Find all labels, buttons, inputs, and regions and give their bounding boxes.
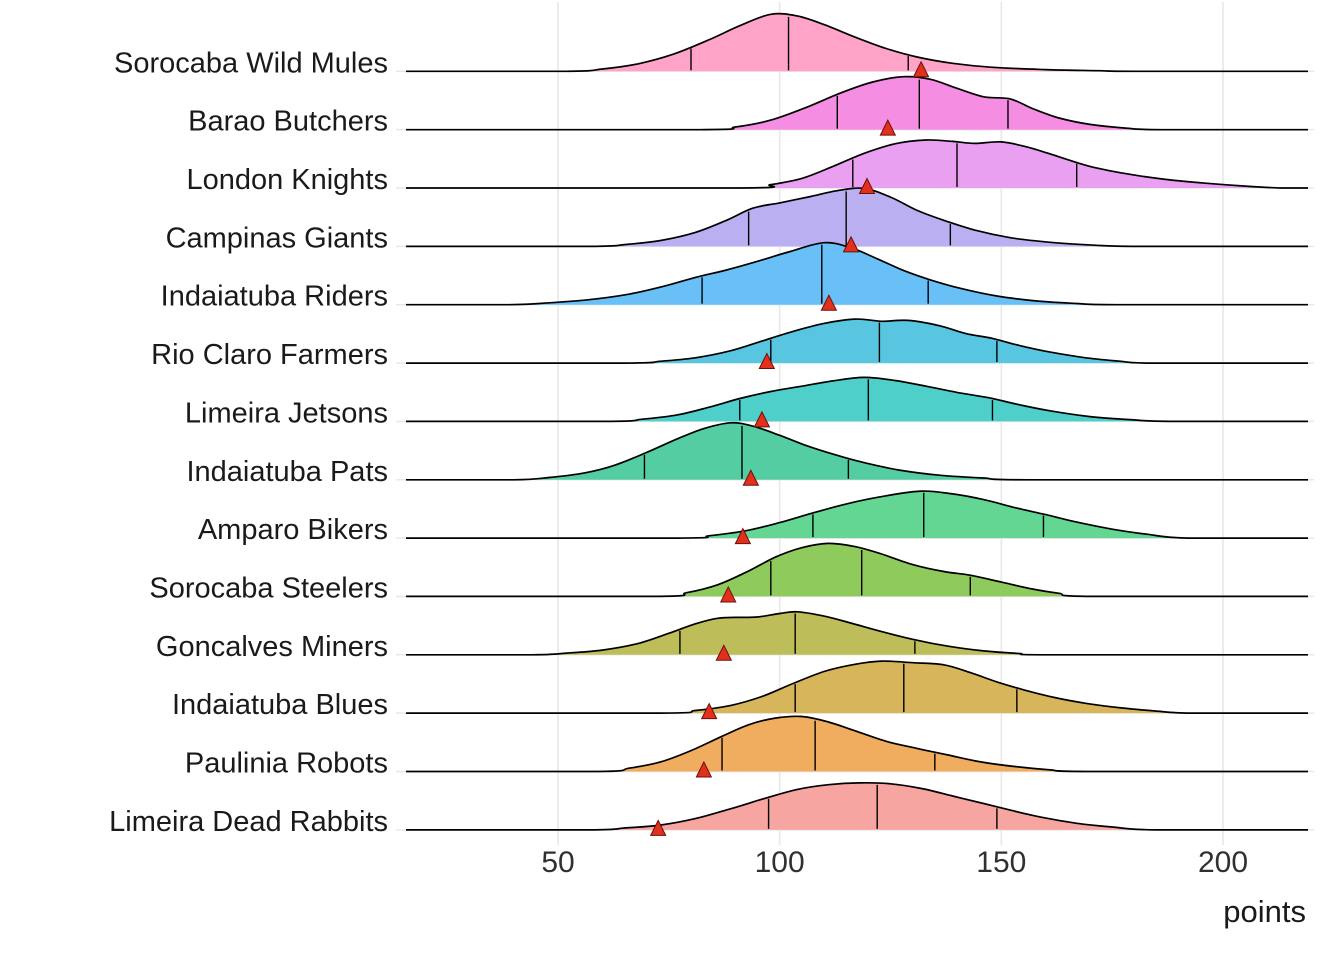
mean-triangle-marker: [879, 119, 897, 136]
density-curve-limeira-jetsons: [406, 376, 1308, 423]
mean-triangle-marker: [715, 644, 733, 661]
x-tick-label: 50: [541, 846, 574, 879]
density-curve-limeira-dead-rabbits: [405, 781, 1308, 831]
density-curve-paulinia-robots: [405, 715, 1308, 773]
mean-triangle-marker: [742, 469, 760, 486]
density-curve-amparo-bikers: [405, 490, 1308, 539]
density-curve-campinas-giants: [405, 187, 1308, 248]
team-label: Goncalves Miners: [156, 631, 388, 663]
mean-triangle-marker: [820, 294, 838, 311]
team-label: Campinas Giants: [166, 222, 388, 254]
density-curve-london-knights: [406, 139, 1308, 189]
mean-triangle-marker: [695, 760, 713, 778]
team-label: Sorocaba Wild Mules: [114, 47, 388, 79]
team-label: Indaiatuba Pats: [186, 456, 388, 488]
mean-triangle-marker: [842, 235, 860, 253]
x-tick-label: 100: [755, 846, 805, 879]
x-axis-title: points: [1223, 894, 1306, 929]
mean-triangle-marker: [758, 352, 776, 370]
mean-triangle-marker: [858, 177, 876, 194]
density-curve-indaiatuba-blues: [405, 660, 1308, 714]
x-tick-label: 200: [1198, 846, 1248, 879]
mean-triangle-marker: [700, 702, 718, 720]
team-label: Limeira Dead Rabbits: [109, 806, 388, 838]
team-label: Barao Butchers: [188, 106, 388, 138]
mean-triangle-marker: [719, 585, 737, 603]
density-curve-indaiatuba-riders: [406, 241, 1308, 306]
density-curve-sorocaba-wild-mules: [406, 12, 1308, 73]
density-curve-indaiatuba-pats: [406, 421, 1308, 481]
team-label: Sorocaba Steelers: [149, 572, 388, 604]
density-curve-sorocaba-steelers: [405, 542, 1308, 598]
density-curve-rio-claro-farmers: [406, 318, 1308, 364]
team-label: Indaiatuba Blues: [172, 689, 388, 721]
density-curve-goncalves-miners: [405, 610, 1308, 656]
mean-triangle-marker: [649, 819, 667, 836]
mean-triangle-marker: [753, 410, 771, 428]
team-label: Rio Claro Farmers: [151, 339, 388, 371]
team-label: Paulinia Robots: [185, 748, 388, 780]
team-label: Indaiatuba Riders: [161, 281, 388, 313]
density-curve-barao-butchers: [406, 75, 1308, 131]
team-label: London Knights: [186, 164, 388, 196]
mean-triangle-marker: [912, 60, 930, 78]
mean-triangle-marker: [734, 527, 752, 545]
team-label: Limeira Jetsons: [185, 397, 388, 429]
team-label: Amparo Bikers: [198, 514, 388, 546]
x-tick-label: 150: [976, 846, 1026, 879]
